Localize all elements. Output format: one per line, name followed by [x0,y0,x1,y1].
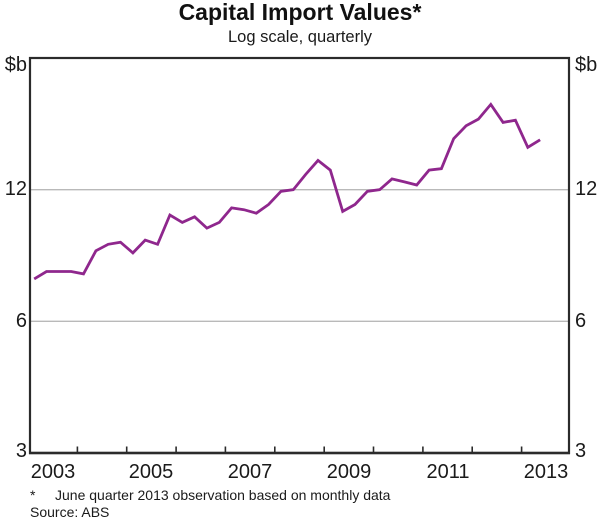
plot-border [28,56,571,455]
y-axis-tick-6-right: 6 [575,310,587,332]
chart-subtitle: Log scale, quarterly [228,28,372,46]
y-axis-tick-12-left: 12 [4,178,27,200]
series-line-capital-imports [33,102,541,281]
y-axis-tick-3-left: 3 [15,440,27,462]
y-axis-tick-12-right: 12 [575,178,598,200]
footnote-marker: * [30,487,36,503]
source-text: Source: ABS [30,504,110,520]
x-axis-label-2003: 2003 [30,461,76,483]
y-axis-unit-right: $b [575,54,598,76]
footnote-text: June quarter 2013 observation based on m… [55,487,391,503]
x-axis-label-2007: 2007 [227,461,273,483]
x-axis-label-2005: 2005 [128,461,174,483]
chart-title: Capital Import Values* [178,0,422,25]
y-axis-unit-left: $b [4,54,27,76]
x-axis-label-2013: 2013 [523,461,569,483]
y-axis-tick-3-right: 3 [575,440,587,462]
y-axis-tick-6-left: 6 [15,310,27,332]
x-axis-label-2009: 2009 [326,461,372,483]
x-axis-label-2011: 2011 [426,461,470,483]
